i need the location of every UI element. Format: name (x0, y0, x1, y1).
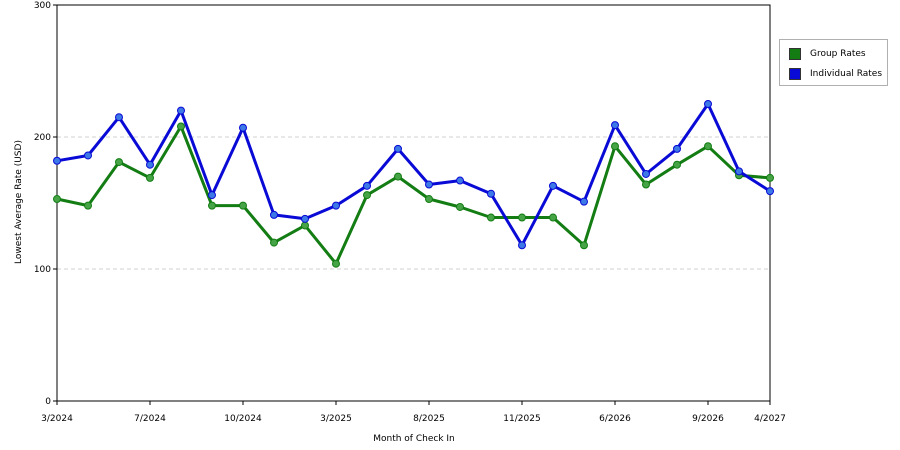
data-point-individual-rates (146, 160, 154, 169)
data-point-group-rates (518, 213, 526, 222)
legend-item-individual-rates: Individual Rates (789, 68, 882, 80)
x-tick-label: 11/2025 (503, 414, 540, 424)
data-point-individual-rates (766, 187, 774, 196)
data-point-group-rates (239, 201, 247, 210)
x-tick-label: 4/2027 (754, 414, 786, 424)
data-point-group-rates (487, 213, 495, 222)
legend-label-group-rates: Group Rates (810, 49, 866, 59)
data-point-individual-rates (239, 123, 247, 132)
plot-frame (56, 4, 771, 402)
series-layer (53, 100, 774, 268)
data-point-individual-rates (53, 156, 61, 165)
data-point-individual-rates (642, 169, 650, 178)
data-point-individual-rates (177, 106, 185, 115)
legend: Group Rates Individual Rates (779, 39, 888, 86)
data-point-individual-rates (363, 181, 371, 190)
data-point-group-rates (425, 195, 433, 204)
x-tick-label: 8/2025 (413, 414, 445, 424)
legend-item-group-rates: Group Rates (789, 48, 866, 60)
data-point-group-rates (53, 195, 61, 204)
y-tick-label: 100 (34, 265, 51, 275)
legend-swatch-group-rates (789, 48, 801, 60)
data-point-individual-rates (487, 189, 495, 198)
series-line-individual-rates (56, 102, 771, 247)
data-point-individual-rates (580, 197, 588, 206)
data-point-individual-rates (394, 144, 402, 153)
series-line-group-rates (56, 124, 771, 266)
data-point-group-rates (549, 213, 557, 222)
data-point-group-rates (146, 173, 154, 182)
data-point-group-rates (301, 221, 309, 230)
legend-label-individual-rates: Individual Rates (810, 69, 883, 79)
data-point-group-rates (208, 201, 216, 210)
data-point-individual-rates (270, 210, 278, 219)
x-axis-title: Month of Check In (373, 434, 455, 444)
y-tick-label: 300 (34, 1, 51, 11)
data-point-group-rates (580, 241, 588, 250)
data-point-group-rates (270, 238, 278, 247)
data-point-individual-rates (332, 201, 340, 210)
data-point-individual-rates (208, 191, 216, 200)
x-tick-label: 10/2024 (224, 414, 262, 424)
data-point-individual-rates (518, 241, 526, 250)
data-point-group-rates (332, 259, 340, 268)
data-point-individual-rates (456, 176, 464, 185)
data-point-individual-rates (115, 113, 123, 122)
y-tick-label: 0 (45, 397, 51, 407)
y-axis-title: Lowest Average Rate (USD) (14, 140, 24, 264)
data-point-group-rates (704, 142, 712, 151)
data-point-group-rates (394, 172, 402, 181)
data-point-individual-rates (673, 144, 681, 153)
x-tick-label: 3/2025 (320, 414, 352, 424)
x-tick-label: 3/2024 (41, 414, 73, 424)
data-point-group-rates (84, 201, 92, 210)
data-point-individual-rates (301, 214, 309, 223)
x-tick-label: 9/2026 (692, 414, 724, 424)
data-point-group-rates (642, 180, 650, 189)
data-point-individual-rates (549, 181, 557, 190)
data-point-individual-rates (84, 151, 92, 160)
axis-layer: 0 100 200 300 3/2024 7/2024 10/2024 3/2025 8/202… (34, 1, 786, 424)
data-point-group-rates (456, 202, 464, 211)
data-point-group-rates (611, 142, 619, 151)
y-tick-label: 200 (34, 133, 51, 143)
data-point-individual-rates (704, 100, 712, 108)
x-tick-label: 6/2026 (599, 414, 631, 424)
legend-swatch-individual-rates (789, 68, 801, 80)
data-point-group-rates (115, 158, 123, 167)
data-point-individual-rates (611, 121, 619, 130)
data-point-group-rates (363, 191, 371, 200)
x-tick-label: 7/2024 (134, 414, 166, 424)
data-point-individual-rates (425, 180, 433, 189)
data-point-group-rates (177, 122, 185, 131)
data-point-group-rates (766, 173, 774, 182)
data-point-individual-rates (735, 167, 743, 176)
data-point-group-rates (673, 160, 681, 169)
